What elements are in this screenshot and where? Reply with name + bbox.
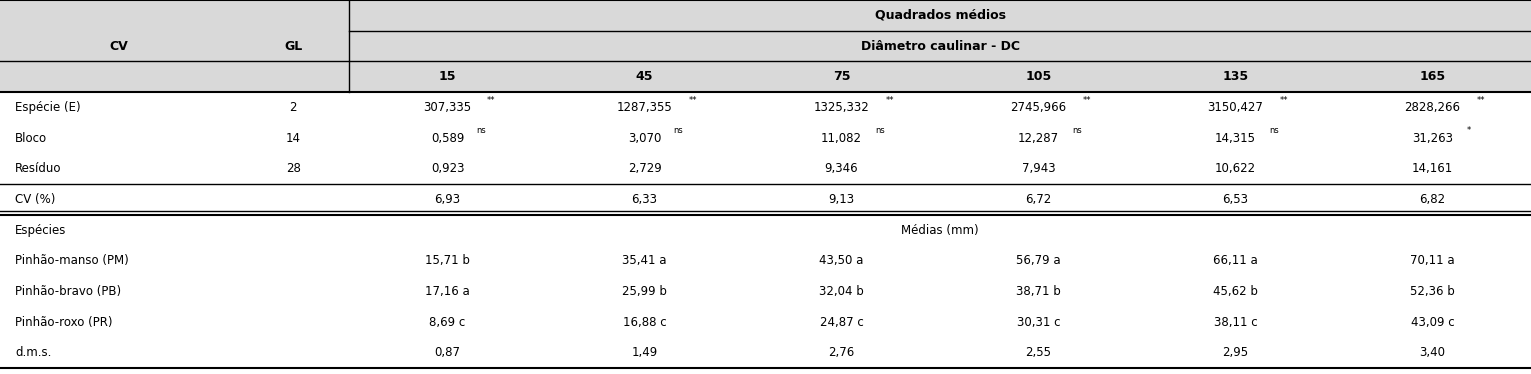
Text: 35,41 a: 35,41 a (622, 254, 668, 267)
Text: 24,87 c: 24,87 c (819, 316, 863, 328)
Text: Pinhão-roxo (PR): Pinhão-roxo (PR) (15, 316, 113, 328)
Text: 43,50 a: 43,50 a (819, 254, 863, 267)
Text: 2: 2 (289, 101, 297, 114)
Text: *: * (1467, 126, 1471, 135)
Text: 14,161: 14,161 (1412, 162, 1453, 175)
Text: 43,09 c: 43,09 c (1410, 316, 1454, 328)
Text: **: ** (1476, 96, 1485, 105)
Text: 38,11 c: 38,11 c (1214, 316, 1257, 328)
Text: 6,53: 6,53 (1223, 193, 1248, 206)
Text: 3,40: 3,40 (1419, 346, 1445, 359)
Text: 12,287: 12,287 (1018, 132, 1059, 144)
Text: 0,589: 0,589 (430, 132, 464, 144)
Text: 14,315: 14,315 (1216, 132, 1255, 144)
Text: 2,55: 2,55 (1026, 346, 1052, 359)
Text: Bloco: Bloco (15, 132, 47, 144)
Bar (0, 31, 1531, 61)
Text: 6,82: 6,82 (1419, 193, 1445, 206)
Text: 45,62 b: 45,62 b (1213, 285, 1258, 298)
Text: 11,082: 11,082 (821, 132, 862, 144)
Text: Pinhão-manso (PM): Pinhão-manso (PM) (15, 254, 129, 267)
Text: 1,49: 1,49 (631, 346, 658, 359)
Text: 165: 165 (1419, 70, 1445, 83)
Bar (0, 153, 1531, 184)
Text: 15,71 b: 15,71 b (426, 254, 470, 267)
Text: 75: 75 (833, 70, 850, 83)
Text: **: ** (689, 96, 697, 105)
Text: 16,88 c: 16,88 c (623, 316, 666, 328)
Text: 3,070: 3,070 (628, 132, 661, 144)
Text: 1287,355: 1287,355 (617, 101, 672, 114)
Text: 0,923: 0,923 (430, 162, 464, 175)
Text: Diâmetro caulinar - DC: Diâmetro caulinar - DC (860, 40, 1020, 52)
Text: 32,04 b: 32,04 b (819, 285, 863, 298)
Text: **: ** (1280, 96, 1288, 105)
Text: 3150,427: 3150,427 (1208, 101, 1263, 114)
Text: CV: CV (109, 40, 129, 52)
Text: 38,71 b: 38,71 b (1017, 285, 1061, 298)
Text: 6,72: 6,72 (1026, 193, 1052, 206)
Bar (0, 61, 1531, 92)
Text: 66,11 a: 66,11 a (1213, 254, 1258, 267)
Text: Resíduo: Resíduo (15, 162, 61, 175)
Text: ns: ns (876, 126, 885, 135)
Text: 2,76: 2,76 (828, 346, 854, 359)
Text: 45: 45 (635, 70, 654, 83)
Text: 8,69 c: 8,69 c (429, 316, 465, 328)
Text: d.m.s.: d.m.s. (15, 346, 52, 359)
Text: 0,87: 0,87 (435, 346, 461, 359)
Text: 6,93: 6,93 (435, 193, 461, 206)
Text: 28: 28 (286, 162, 300, 175)
Text: 2,729: 2,729 (628, 162, 661, 175)
Bar (0, 123, 1531, 153)
Bar (0, 92, 1531, 123)
Text: 2,95: 2,95 (1222, 346, 1249, 359)
Text: ns: ns (1073, 126, 1082, 135)
Bar (0, 337, 1531, 368)
Text: **: ** (885, 96, 894, 105)
Text: 17,16 a: 17,16 a (426, 285, 470, 298)
Text: 7,943: 7,943 (1021, 162, 1055, 175)
Text: 10,622: 10,622 (1216, 162, 1255, 175)
Text: GL: GL (285, 40, 302, 52)
Bar (0, 276, 1531, 307)
Bar (0, 184, 1531, 215)
Text: 30,31 c: 30,31 c (1017, 316, 1061, 328)
Text: Quadrados médios: Quadrados médios (874, 9, 1006, 22)
Text: 31,263: 31,263 (1412, 132, 1453, 144)
Text: 2828,266: 2828,266 (1404, 101, 1461, 114)
Text: 70,11 a: 70,11 a (1410, 254, 1454, 267)
Text: Espécie (E): Espécie (E) (15, 101, 81, 114)
Text: 105: 105 (1026, 70, 1052, 83)
Text: 9,13: 9,13 (828, 193, 854, 206)
Text: 6,33: 6,33 (632, 193, 657, 206)
Text: 1325,332: 1325,332 (813, 101, 870, 114)
Text: 2745,966: 2745,966 (1010, 101, 1067, 114)
Bar (0, 215, 1531, 245)
Text: 14: 14 (286, 132, 300, 144)
Text: Médias (mm): Médias (mm) (902, 224, 978, 236)
Bar (0, 307, 1531, 337)
Text: 25,99 b: 25,99 b (622, 285, 668, 298)
Text: 9,346: 9,346 (825, 162, 859, 175)
Bar (0, 245, 1531, 276)
Text: 56,79 a: 56,79 a (1017, 254, 1061, 267)
Text: **: ** (487, 96, 495, 105)
Text: ns: ns (674, 126, 683, 135)
Bar (0, 0, 1531, 31)
Text: 307,335: 307,335 (424, 101, 472, 114)
Text: Pinhão-bravo (PB): Pinhão-bravo (PB) (15, 285, 121, 298)
Text: 52,36 b: 52,36 b (1410, 285, 1454, 298)
Text: CV (%): CV (%) (15, 193, 55, 206)
Text: 135: 135 (1222, 70, 1249, 83)
Text: Espécies: Espécies (15, 224, 67, 236)
Text: ns: ns (476, 126, 487, 135)
Text: 15: 15 (439, 70, 456, 83)
Text: **: ** (1082, 96, 1090, 105)
Text: ns: ns (1269, 126, 1280, 135)
